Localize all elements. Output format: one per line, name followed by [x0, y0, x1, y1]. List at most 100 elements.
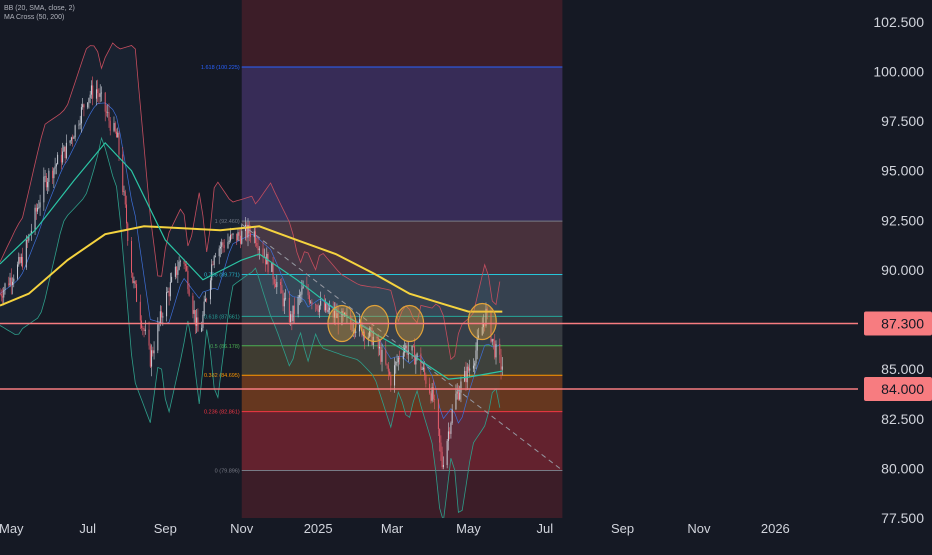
- time-tick-label: Nov: [687, 521, 711, 536]
- candle-body: [166, 292, 168, 317]
- candle-body: [39, 202, 41, 208]
- candle-body: [2, 296, 4, 298]
- candle-body: [456, 391, 458, 394]
- candle-body: [168, 291, 170, 297]
- candle-body: [124, 191, 126, 205]
- candle-body: [293, 305, 295, 314]
- candle-body: [281, 285, 283, 294]
- candle-body: [159, 311, 161, 323]
- candle-body: [74, 125, 76, 138]
- candle-body: [450, 423, 452, 434]
- candle-body: [203, 301, 205, 315]
- price-tick-label: 90.000: [881, 262, 924, 278]
- candle-body: [446, 440, 448, 465]
- time-tick-label: 2025: [304, 521, 333, 536]
- fib-level-label: 1 (92.460): [215, 219, 240, 225]
- candle-body: [282, 293, 284, 307]
- candle-body: [8, 283, 10, 286]
- candle-body: [171, 276, 173, 283]
- candle-body: [63, 146, 65, 152]
- candle-body: [176, 266, 178, 275]
- candle-body: [253, 231, 255, 238]
- candle-body: [355, 331, 357, 333]
- candle-body: [99, 93, 101, 97]
- candle-body: [18, 256, 20, 265]
- candle-body: [460, 381, 462, 393]
- price-badge-label: 84.000: [881, 381, 924, 397]
- time-tick-label: Sep: [154, 521, 177, 536]
- fib-zone: [241, 66, 563, 222]
- candle-body: [449, 431, 451, 434]
- candle-body: [12, 281, 14, 285]
- candle-body: [47, 181, 49, 188]
- candle-body: [352, 330, 354, 331]
- fib-level-label: 0.5 (86.178): [210, 344, 240, 350]
- candle-body: [437, 399, 439, 429]
- candle-body: [257, 245, 259, 251]
- highlight-circle: [467, 302, 497, 341]
- price-tick-label: 80.000: [881, 460, 924, 476]
- candle-body: [262, 248, 264, 257]
- candle-body: [143, 327, 145, 332]
- candle-body: [285, 297, 287, 299]
- ma-cross-legend[interactable]: MA Cross (50, 200): [4, 14, 65, 21]
- candle-body: [17, 264, 19, 279]
- candle-body: [151, 350, 153, 367]
- candle-body: [381, 350, 383, 362]
- candle-body: [399, 357, 401, 360]
- candle-body: [425, 374, 427, 384]
- candle-body: [310, 301, 312, 303]
- candle-body: [457, 391, 459, 400]
- candle-body: [336, 313, 338, 319]
- dashed-trendline: [241, 223, 563, 471]
- candle-body: [25, 239, 27, 268]
- candle-body: [44, 176, 46, 177]
- candle-body: [361, 322, 363, 336]
- candle-body: [30, 230, 32, 235]
- candle-body: [377, 337, 379, 349]
- candle-body: [265, 256, 267, 265]
- candle-body: [499, 343, 501, 355]
- fib-level-label: 0.618 (87.661): [204, 314, 240, 320]
- candle-body: [132, 272, 134, 283]
- candle-body: [246, 224, 248, 238]
- candle-body: [222, 242, 224, 246]
- candle-body: [247, 224, 249, 238]
- candle-body: [22, 256, 24, 268]
- time-tick-label: Sep: [611, 521, 634, 536]
- candle-body: [69, 140, 71, 143]
- price-tick-label: 102.500: [873, 14, 924, 30]
- candle-body: [20, 256, 22, 263]
- candle-body: [187, 270, 189, 290]
- candle-body: [275, 283, 277, 288]
- candle-body: [73, 137, 75, 139]
- candle-body: [122, 154, 124, 192]
- candle-body: [139, 301, 141, 321]
- indicator-legend: BB (20, SMA, close, 2) MA Cross (50, 200…: [4, 4, 75, 22]
- price-tick-label: 95.000: [881, 163, 924, 179]
- candle-body: [390, 374, 392, 386]
- fib-level-label: 1.618 (100.225): [201, 65, 240, 71]
- candle-body: [482, 323, 484, 328]
- candle-body: [476, 337, 478, 351]
- candle-body: [219, 246, 221, 249]
- candle-body: [123, 191, 125, 193]
- price-badge: [864, 311, 932, 336]
- bb-legend[interactable]: BB (20, SMA, close, 2): [4, 5, 75, 12]
- candle-body: [72, 137, 74, 139]
- candle-body: [370, 327, 372, 329]
- candle-body: [167, 291, 169, 293]
- candle-body: [27, 239, 29, 241]
- price-tick-label: 100.000: [873, 63, 924, 79]
- candle-body: [326, 303, 328, 312]
- candle-body: [45, 176, 47, 188]
- candle-body: [231, 234, 233, 236]
- candle-body: [325, 303, 327, 311]
- candle-body: [406, 345, 408, 355]
- candle-body: [317, 309, 319, 312]
- candle-body: [0, 293, 1, 295]
- candle-body: [491, 338, 493, 342]
- candle-body: [236, 233, 238, 241]
